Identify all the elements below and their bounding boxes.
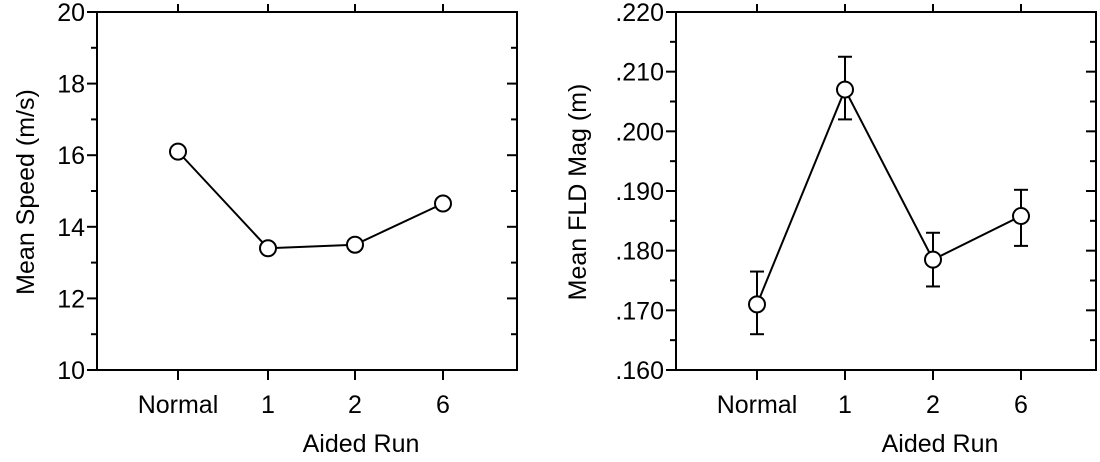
fld-y-tick-label: .190 [615, 178, 664, 206]
fld-x-tick-label: 6 [1014, 391, 1028, 419]
speed-data-point [169, 142, 187, 161]
fld-plot-frame [675, 11, 1097, 371]
fld-data-point [924, 250, 942, 269]
speed-y-tick-label: 10 [57, 357, 85, 385]
speed-y-axis-title: Mean Speed (m/s) [12, 89, 40, 295]
fld-y-tick-label: .210 [615, 59, 664, 87]
speed-y-tick-label: 14 [57, 214, 85, 242]
speed-x-tick-label: 1 [261, 391, 275, 419]
speed-data-point [346, 235, 364, 254]
speed-y-tick-label: 16 [57, 142, 85, 170]
speed-x-tick-label: Normal [138, 391, 219, 419]
speed-data-point [259, 239, 277, 258]
fld-series [748, 55, 1030, 336]
fld-x-tick-label: Normal [717, 391, 798, 419]
fld-chart: .160 .170 .180 .190 .200 .210 .220 Normal 1 2 6 Ai… [564, 0, 1097, 458]
fld-y-tick-label: .180 [615, 238, 664, 266]
fld-y-axis-title: Mean FLD Mag (m) [564, 84, 592, 301]
fld-data-point [836, 80, 854, 99]
speed-x-tick-label: 2 [348, 391, 362, 419]
speed-series-line [177, 150, 444, 250]
speed-y-ticks [87, 4, 517, 380]
fld-y-tick-label: .170 [615, 297, 664, 325]
fld-series-line [756, 87, 1022, 305]
speed-x-tick-label: 6 [436, 391, 450, 419]
speed-series [169, 142, 452, 258]
fld-x-tick-label: 1 [838, 391, 852, 419]
fld-data-point [1012, 207, 1030, 226]
speed-plot-frame [96, 11, 518, 371]
fld-y-ticks [666, 4, 1096, 380]
speed-y-tick-label: 12 [57, 285, 85, 313]
fld-y-tick-label: .220 [615, 0, 664, 27]
fld-y-tick-label: .160 [615, 357, 664, 385]
fld-y-tick-label: .200 [615, 118, 664, 146]
speed-y-tick-label: 20 [57, 0, 85, 27]
speed-x-axis-title: Aided Run [303, 430, 420, 458]
speed-y-tick-label: 18 [57, 71, 85, 99]
speed-data-point [434, 194, 452, 213]
fld-x-axis-title: Aided Run [882, 430, 999, 458]
fld-tick-labels: .160 .170 .180 .190 .200 .210 .220 Normal 1 2 6 [615, 0, 1028, 419]
fld-data-point [748, 295, 766, 314]
fld-x-tick-label: 2 [926, 391, 940, 419]
